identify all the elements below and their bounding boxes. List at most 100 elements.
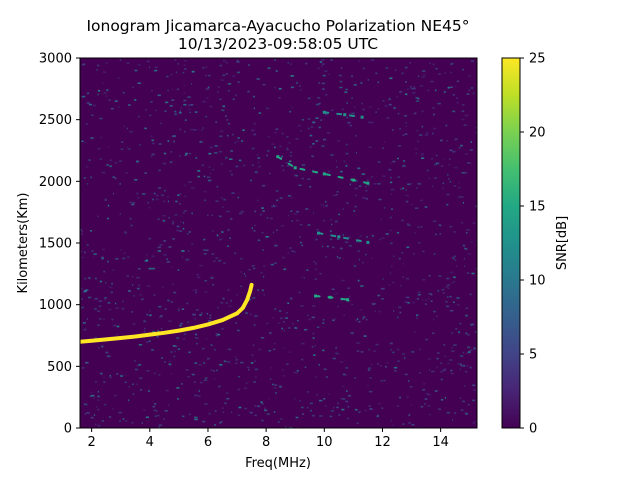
noise-speck [210,369,214,372]
noise-speck [470,87,474,89]
noise-speck [448,178,450,180]
noise-speck [116,333,118,336]
noise-speck [218,259,222,262]
noise-speck [356,151,357,154]
noise-speck [253,122,256,125]
noise-speck [404,373,408,376]
noise-speck [163,200,166,203]
noise-speck [289,160,292,163]
noise-speck [203,362,205,364]
noise-speck [204,199,207,202]
noise-speck [411,423,415,426]
noise-speck [141,422,143,424]
noise-speck [252,147,255,150]
noise-speck [470,241,473,243]
noise-speck [261,289,264,292]
noise-speck [140,389,143,391]
noise-speck [365,189,368,192]
noise-speck [286,363,289,366]
noise-speck [157,330,159,332]
noise-speck [442,292,445,294]
noise-speck [472,399,476,402]
noise-speck [342,108,344,111]
noise-speck [421,125,424,128]
noise-speck [373,183,377,185]
noise-speck [464,370,468,373]
noise-speck [303,277,305,279]
noise-speck [114,100,118,102]
noise-speck [338,257,341,259]
noise-speck [240,210,244,213]
noise-speck [206,313,208,315]
noise-speck [307,314,309,316]
noise-speck [330,238,332,241]
noise-speck [176,88,180,91]
noise-speck [283,268,286,271]
noise-speck [281,155,283,158]
noise-speck [190,128,194,131]
noise-speck [432,332,435,334]
noise-speck [122,91,125,94]
noise-speck [415,100,420,102]
noise-speck [104,297,107,299]
noise-speck [103,318,105,321]
noise-speck [176,387,180,389]
noise-speck [111,291,113,294]
noise-speck [144,260,148,262]
noise-speck [458,331,460,333]
noise-speck [83,328,87,331]
noise-speck [463,124,467,126]
noise-speck [89,230,92,232]
noise-speck [243,273,245,275]
noise-speck [199,264,203,267]
noise-speck [460,409,464,411]
noise-speck [312,260,316,263]
noise-speck [199,141,201,143]
noise-speck [290,210,293,212]
noise-speck [461,110,465,113]
noise-speck [176,337,180,339]
noise-speck [405,296,410,299]
noise-speck [469,293,472,296]
noise-speck [159,244,163,246]
noise-speck [258,165,261,168]
noise-speck [322,322,325,324]
noise-speck [225,157,228,159]
noise-speck [122,257,126,260]
noise-speck [283,329,285,332]
noise-speck [472,92,475,95]
noise-speck [383,141,386,143]
noise-speck [440,165,444,167]
noise-speck [308,318,311,321]
noise-speck [272,316,274,319]
noise-speck [459,368,461,370]
noise-speck [221,231,224,233]
noise-speck [406,246,410,249]
noise-speck [348,295,351,298]
noise-speck [413,253,415,255]
noise-speck [138,64,141,66]
echo-point [191,326,195,330]
noise-speck [424,134,428,136]
noise-speck [208,74,211,77]
noise-speck [452,419,454,421]
noise-speck [208,152,212,155]
noise-speck [335,194,338,196]
noise-speck [402,423,405,425]
noise-speck [422,70,426,72]
noise-speck [139,144,141,146]
noise-speck [96,69,98,71]
plot-background [80,58,477,428]
noise-speck [152,198,154,201]
noise-speck [127,146,129,149]
noise-speck [464,172,468,174]
noise-speck [339,361,344,363]
noise-speck [238,406,242,409]
noise-speck [406,277,410,280]
noise-speck [144,127,147,130]
noise-speck [346,116,348,119]
noise-speck [108,99,111,101]
noise-speck [316,394,318,396]
noise-speck [451,62,454,65]
noise-speck [314,263,317,265]
